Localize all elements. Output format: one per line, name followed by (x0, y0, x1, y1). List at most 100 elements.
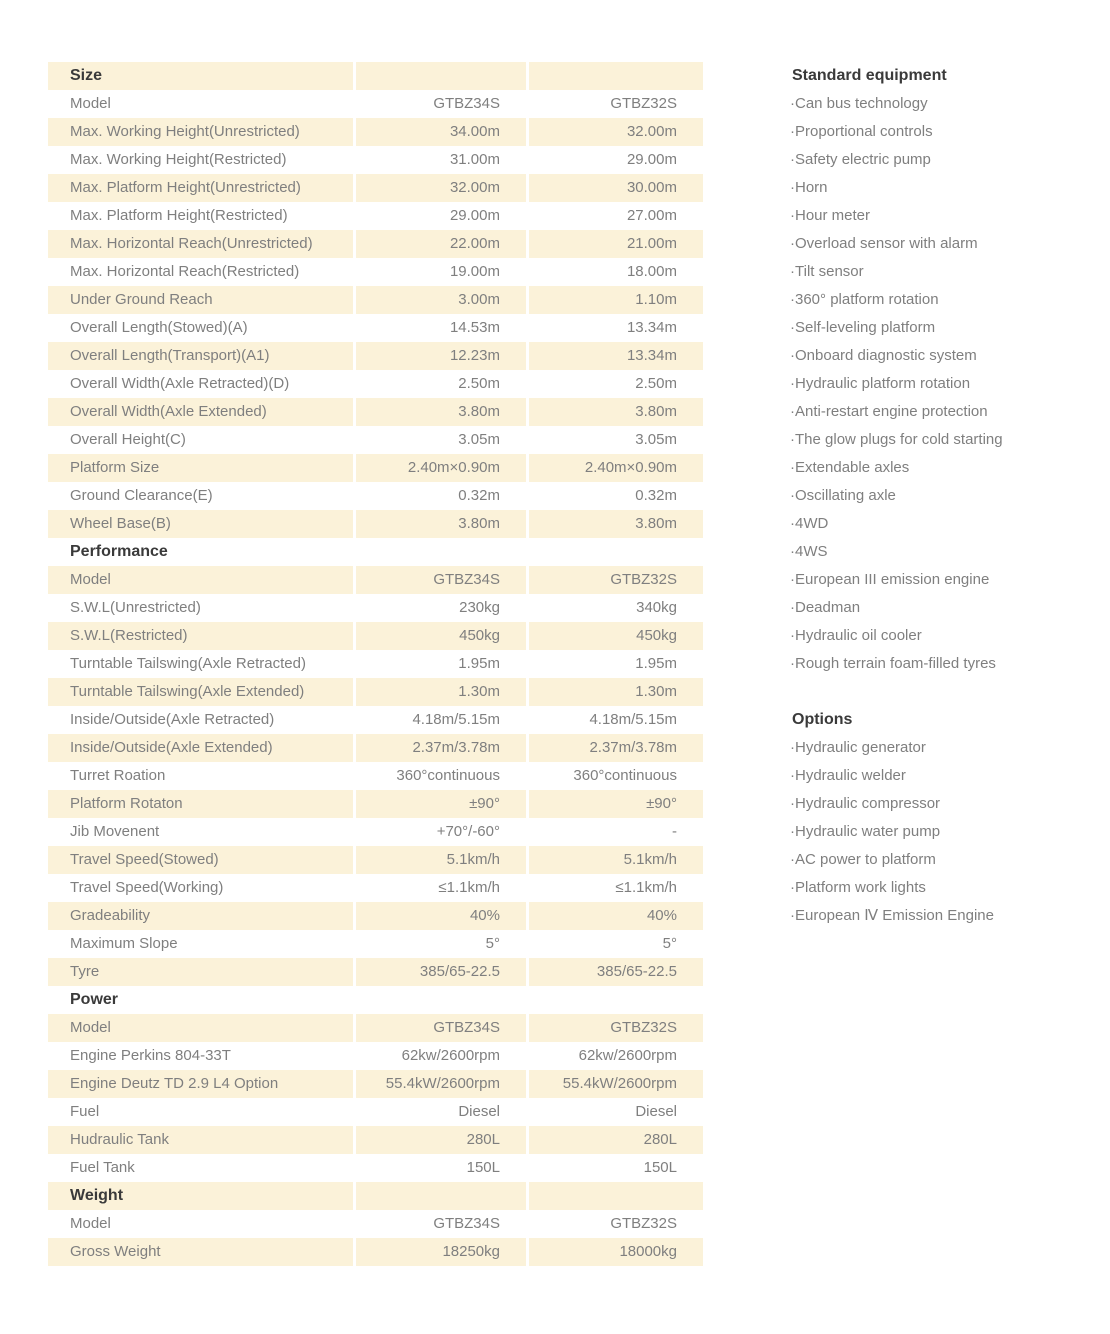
options-list: ·Hydraulic generator ·Hydraulic welder ·Hy… (790, 734, 1102, 930)
spec-label: Hudraulic Tank (48, 1126, 353, 1154)
bullet-dot: · (790, 739, 795, 756)
spec-value-gtbz34s (356, 1182, 526, 1210)
spec-label: Max. Platform Height(Restricted) (70, 207, 288, 224)
spec-label: Engine Perkins 804-33T (70, 1047, 231, 1064)
standard-equipment-item-label: Oscillating axle (795, 487, 896, 504)
standard-equipment-item: ·360° platform rotation (790, 286, 1102, 314)
standard-equipment-item: ·Hydraulic platform rotation (790, 370, 1102, 398)
spec-value-gtbz34s: 3.80m (356, 398, 526, 426)
spec-row: Platform Size 2.40m×0.90m 2.40m×0.90m (48, 454, 703, 482)
bullet-dot: · (790, 123, 795, 140)
spec-row: Engine Perkins 804-33T 62kw/2600rpm 62kw/2… (48, 1042, 703, 1070)
spec-value-gtbz32s: 13.34m (529, 342, 703, 370)
spec-label: Model (70, 95, 111, 112)
spec-value-gtbz32s: 1.10m (529, 286, 703, 314)
spec-label: Fuel Tank (70, 1159, 135, 1176)
spec-label: Fuel (70, 1103, 100, 1120)
spec-label: Turret Roation (70, 767, 166, 784)
spec-value-gtbz32s: ±90° (529, 790, 703, 818)
spec-label: Max. Working Height(Restricted) (70, 151, 287, 168)
spec-row: S.W.L(Unrestricted) 230kg 340kg (48, 594, 703, 622)
spec-value-gtbz34s: 3.00m (356, 286, 526, 314)
section-title: Performance (70, 543, 168, 560)
spec-value-gtbz34s: 29.00m (449, 207, 500, 224)
spec-value-gtbz32s: ≤1.1km/h (615, 879, 677, 896)
spec-row: Turntable Tailswing(Axle Extended) 1.30m 1… (48, 678, 703, 706)
bullet-dot: · (790, 487, 795, 504)
spec-row: Overall Width(Axle Extended) 3.80m 3.80m (48, 398, 703, 426)
spec-label: Turntable Tailswing(Axle Extended) (48, 678, 353, 706)
spec-value-gtbz32s: 55.4kW/2600rpm (529, 1070, 703, 1098)
standard-equipment-item: ·Can bus technology (790, 90, 1102, 118)
spec-value-gtbz32s: 450kg (529, 622, 703, 650)
spec-value-gtbz32s: 62kw/2600rpm (578, 1047, 677, 1064)
standard-equipment-item: ·4WS (790, 538, 1102, 566)
spec-value-gtbz34s: ≤1.1km/h (438, 879, 500, 896)
standard-equipment-item: ·Overload sensor with alarm (790, 230, 1102, 258)
spec-value-gtbz32s: 3.80m (529, 510, 703, 538)
spec-label: Platform Rotaton (48, 790, 353, 818)
spec-value-gtbz32s (529, 62, 703, 90)
bullet-dot: · (790, 263, 795, 280)
spec-value-gtbz32s (529, 538, 703, 566)
standard-equipment-item: ·European III emission engine (790, 566, 1102, 594)
bullet-dot: · (790, 851, 795, 868)
option-item: ·AC power to platform (790, 846, 1102, 874)
spec-value-gtbz34s: 3.80m (356, 510, 526, 538)
spec-row: Gradeability 40% 40% (48, 902, 703, 930)
spec-label: Engine Deutz TD 2.9 L4 Option (48, 1070, 353, 1098)
spec-label: Max. Horizontal Reach(Restricted) (70, 263, 300, 280)
spec-label: Under Ground Reach (48, 286, 353, 314)
spec-value-gtbz32s: 5.1km/h (529, 846, 703, 874)
spec-value-gtbz32s: 30.00m (529, 174, 703, 202)
bullet-dot: · (790, 179, 795, 196)
spec-label: Overall Width(Axle Extended) (48, 398, 353, 426)
standard-equipment-item: ·Safety electric pump (790, 146, 1102, 174)
spec-label: Inside/Outside(Axle Extended) (48, 734, 353, 762)
spec-value-gtbz32s: 29.00m (626, 151, 677, 168)
spec-label: Max. Working Height(Unrestricted) (48, 118, 353, 146)
standard-equipment-item-label: European III emission engine (795, 571, 990, 588)
spec-row: S.W.L(Restricted) 450kg 450kg (48, 622, 703, 650)
spec-row: Overall Length(Transport)(A1) 12.23m 13.34… (48, 342, 703, 370)
spec-value-gtbz34s (356, 62, 526, 90)
standard-equipment-item-label: Overload sensor with alarm (795, 235, 978, 252)
spec-value-gtbz34s (356, 538, 526, 566)
section-header-row: Power (48, 986, 703, 1014)
spec-label: Ground Clearance(E) (70, 487, 213, 504)
spec-value-gtbz32s: 5° (662, 935, 677, 952)
spec-label: Model (48, 1014, 353, 1042)
standard-equipment-item: ·Anti-restart engine protection (790, 398, 1102, 426)
standard-equipment-item: ·Extendable axles (790, 454, 1102, 482)
spec-value-gtbz34s: 2.37m/3.78m (356, 734, 526, 762)
bullet-dot: · (790, 627, 795, 644)
spec-label: Travel Speed(Stowed) (48, 846, 353, 874)
spec-row: Travel Speed(Working) ≤1.1km/h ≤1.1km/h (48, 874, 703, 902)
spec-row: Travel Speed(Stowed) 5.1km/h 5.1km/h (48, 846, 703, 874)
option-item-label: Hydraulic compressor (795, 795, 941, 812)
spec-value-gtbz34s: 450kg (356, 622, 526, 650)
option-item-label: Hydraulic water pump (795, 823, 941, 840)
spec-row: Gross Weight 18250kg 18000kg (48, 1238, 703, 1266)
spec-row: Max. Working Height(Restricted) 31.00m 29.… (48, 146, 703, 174)
standard-equipment-item: ·4WD (790, 510, 1102, 538)
spec-row: Overall Height(C) 3.05m 3.05m (48, 426, 703, 454)
spec-label: S.W.L(Restricted) (48, 622, 353, 650)
standard-equipment-item-label: Horn (795, 179, 828, 196)
spec-row: Ground Clearance(E) 0.32m 0.32m (48, 482, 703, 510)
spec-value-gtbz32s: 18.00m (626, 263, 677, 280)
standard-equipment-item-label: The glow plugs for cold starting (795, 431, 1003, 448)
spec-value-gtbz32s: 1.95m (635, 655, 677, 672)
bullet-dot: · (790, 375, 795, 392)
spec-value-gtbz34s: 19.00m (449, 263, 500, 280)
standard-equipment-item-label: 4WD (795, 515, 829, 532)
spec-value-gtbz32s: 280L (529, 1126, 703, 1154)
spec-label: Max. Horizontal Reach(Unrestricted) (48, 230, 353, 258)
bullet-dot: · (790, 95, 795, 112)
spec-row: Max. Platform Height(Restricted) 29.00m 27… (48, 202, 703, 230)
spec-label: Model (48, 566, 353, 594)
standard-equipment-item: ·The glow plugs for cold starting (790, 426, 1102, 454)
standard-equipment-item: ·Oscillating axle (790, 482, 1102, 510)
bullet-dot: · (790, 235, 795, 252)
bullet-dot: · (790, 795, 795, 812)
